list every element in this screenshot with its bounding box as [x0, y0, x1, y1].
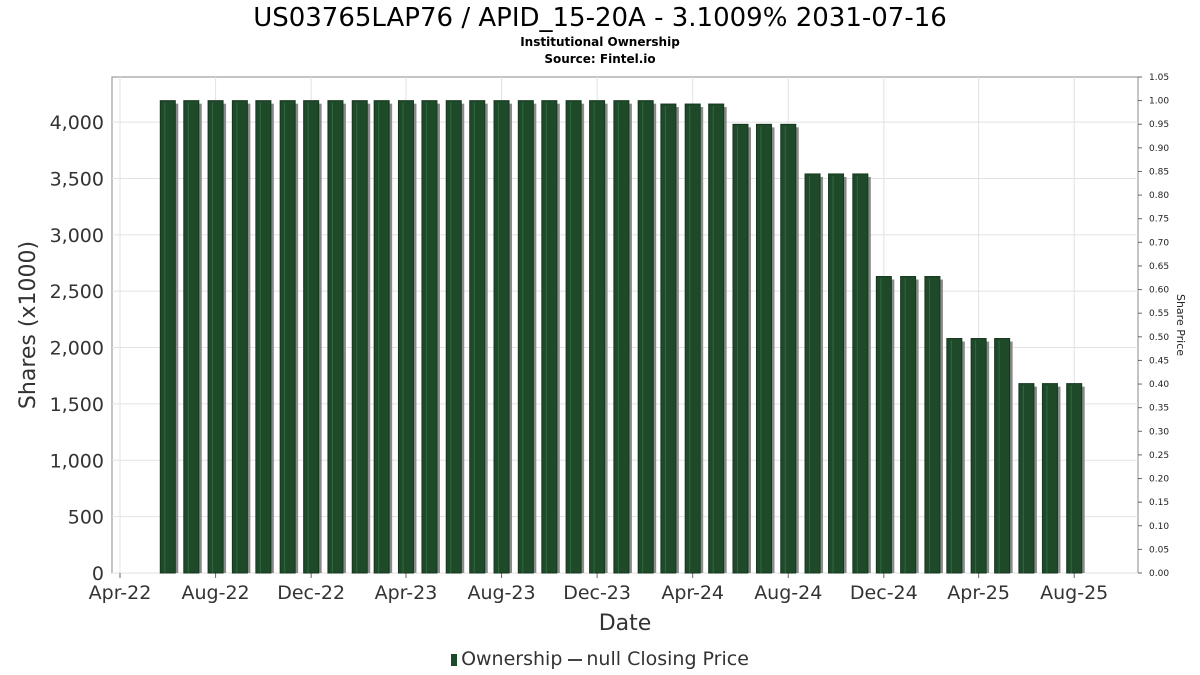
y-tick-label: 3,000 — [50, 225, 104, 247]
ownership-legend-swatch — [451, 653, 458, 666]
ownership-bar — [924, 276, 941, 574]
y-tick-label: 1,000 — [50, 450, 104, 472]
y2-tick-label: 0.10 — [1149, 522, 1169, 532]
y2-tick-label: 0.25 — [1149, 451, 1169, 461]
ownership-bar — [231, 100, 248, 574]
ownership-bar — [708, 103, 725, 574]
ownership-bar — [207, 100, 224, 574]
y2-tick-label: 0.60 — [1149, 286, 1169, 296]
y2-axis-title: Share Price — [1174, 294, 1187, 356]
ownership-bar — [900, 276, 917, 574]
y-tick-label: 2,000 — [50, 338, 104, 360]
ownership-bar — [517, 100, 534, 574]
ownership-bar — [183, 100, 200, 574]
ownership-bar — [613, 100, 630, 574]
ownership-bar — [780, 123, 797, 574]
ownership-bar — [565, 100, 582, 574]
y2-tick-label: 0.50 — [1149, 333, 1169, 343]
y2-tick-label: 0.05 — [1149, 545, 1169, 555]
ownership-bar — [159, 100, 176, 574]
y-tick-label: 500 — [68, 507, 104, 529]
x-tick-label: Apr-25 — [947, 582, 1010, 604]
y2-tick-label: 0.90 — [1149, 144, 1169, 154]
ownership-bar — [373, 100, 390, 574]
ownership-bar — [397, 100, 414, 574]
x-tick-label: Aug-23 — [467, 582, 535, 604]
y-tick-label: 2,500 — [50, 281, 104, 303]
ownership-bar — [327, 100, 344, 574]
y2-tick-label: 1.05 — [1149, 73, 1169, 83]
x-tick-label: Dec-23 — [563, 582, 631, 604]
y-tick-label: 0 — [92, 563, 104, 585]
legend-closing-price: null Closing Price — [586, 648, 749, 670]
ownership-bar — [970, 338, 987, 574]
ownership-bar — [1041, 383, 1058, 574]
chart-subtitle: Institutional Ownership — [520, 35, 680, 49]
ownership-bar — [1066, 383, 1083, 574]
ownership-bar — [445, 100, 462, 574]
y2-tick-label: 0.30 — [1149, 427, 1169, 437]
y2-tick-label: 0.55 — [1149, 309, 1169, 319]
y2-tick-label: 0.95 — [1149, 120, 1169, 130]
closing-price-legend-line — [568, 658, 583, 661]
x-tick-label: Apr-22 — [89, 582, 152, 604]
x-tick-label: Apr-23 — [375, 582, 438, 604]
y2-tick-label: 0.00 — [1149, 569, 1169, 579]
ownership-bar — [804, 173, 821, 574]
ownership-bar — [732, 123, 749, 574]
ownership-bar — [637, 100, 654, 574]
ownership-bar — [684, 103, 701, 574]
y-tick-label: 4,000 — [50, 112, 104, 134]
ownership-bar — [303, 100, 320, 574]
y2-tick-label: 0.80 — [1149, 191, 1169, 201]
x-tick-label: Dec-22 — [277, 582, 345, 604]
ownership-bar — [421, 100, 438, 574]
ownership-bar — [1018, 383, 1035, 574]
x-axis-title: Date — [599, 611, 652, 636]
ownership-bar — [469, 100, 486, 574]
ownership-bar — [589, 100, 606, 574]
chart-legend: Ownership null Closing Price — [0, 647, 1200, 671]
ownership-bar — [351, 100, 368, 574]
y2-tick-label: 0.65 — [1149, 262, 1169, 272]
legend-ownership: Ownership — [461, 648, 563, 670]
ownership-bar — [255, 100, 272, 574]
chart-source: Source: Fintel.io — [544, 52, 656, 66]
y2-tick-label: 0.15 — [1149, 498, 1169, 508]
x-tick-label: Apr-24 — [661, 582, 724, 604]
y2-tick-label: 0.40 — [1149, 380, 1169, 390]
chart-title: US03765LAP76 / APID_15-20A - 3.1009% 203… — [253, 3, 947, 33]
y2-tick-label: 0.75 — [1149, 215, 1169, 225]
y2-tick-label: 0.35 — [1149, 404, 1169, 414]
y2-tick-label: 0.70 — [1149, 238, 1169, 248]
y2-tick-label: 0.20 — [1149, 475, 1169, 485]
ownership-bar — [875, 276, 892, 574]
ownership-bar — [660, 103, 677, 574]
ownership-bar — [828, 173, 845, 574]
ownership-bar — [541, 100, 558, 574]
ownership-bar — [755, 123, 772, 574]
x-tick-label: Dec-24 — [850, 582, 918, 604]
y-tick-label: 3,500 — [50, 168, 104, 190]
y-axis-title: Shares (x1000) — [16, 241, 41, 409]
x-tick-label: Aug-24 — [754, 582, 822, 604]
y2-tick-label: 0.45 — [1149, 356, 1169, 366]
y2-tick-label: 1.00 — [1149, 97, 1169, 107]
ownership-bar — [994, 338, 1011, 574]
ownership-bar — [946, 338, 963, 574]
x-tick-label: Aug-22 — [182, 582, 250, 604]
x-tick-label: Aug-25 — [1040, 582, 1108, 604]
ownership-bar — [279, 100, 296, 574]
y-tick-label: 1,500 — [50, 394, 104, 416]
ownership-bar — [493, 100, 510, 574]
y2-tick-label: 0.85 — [1149, 167, 1169, 177]
ownership-bar — [852, 173, 869, 574]
